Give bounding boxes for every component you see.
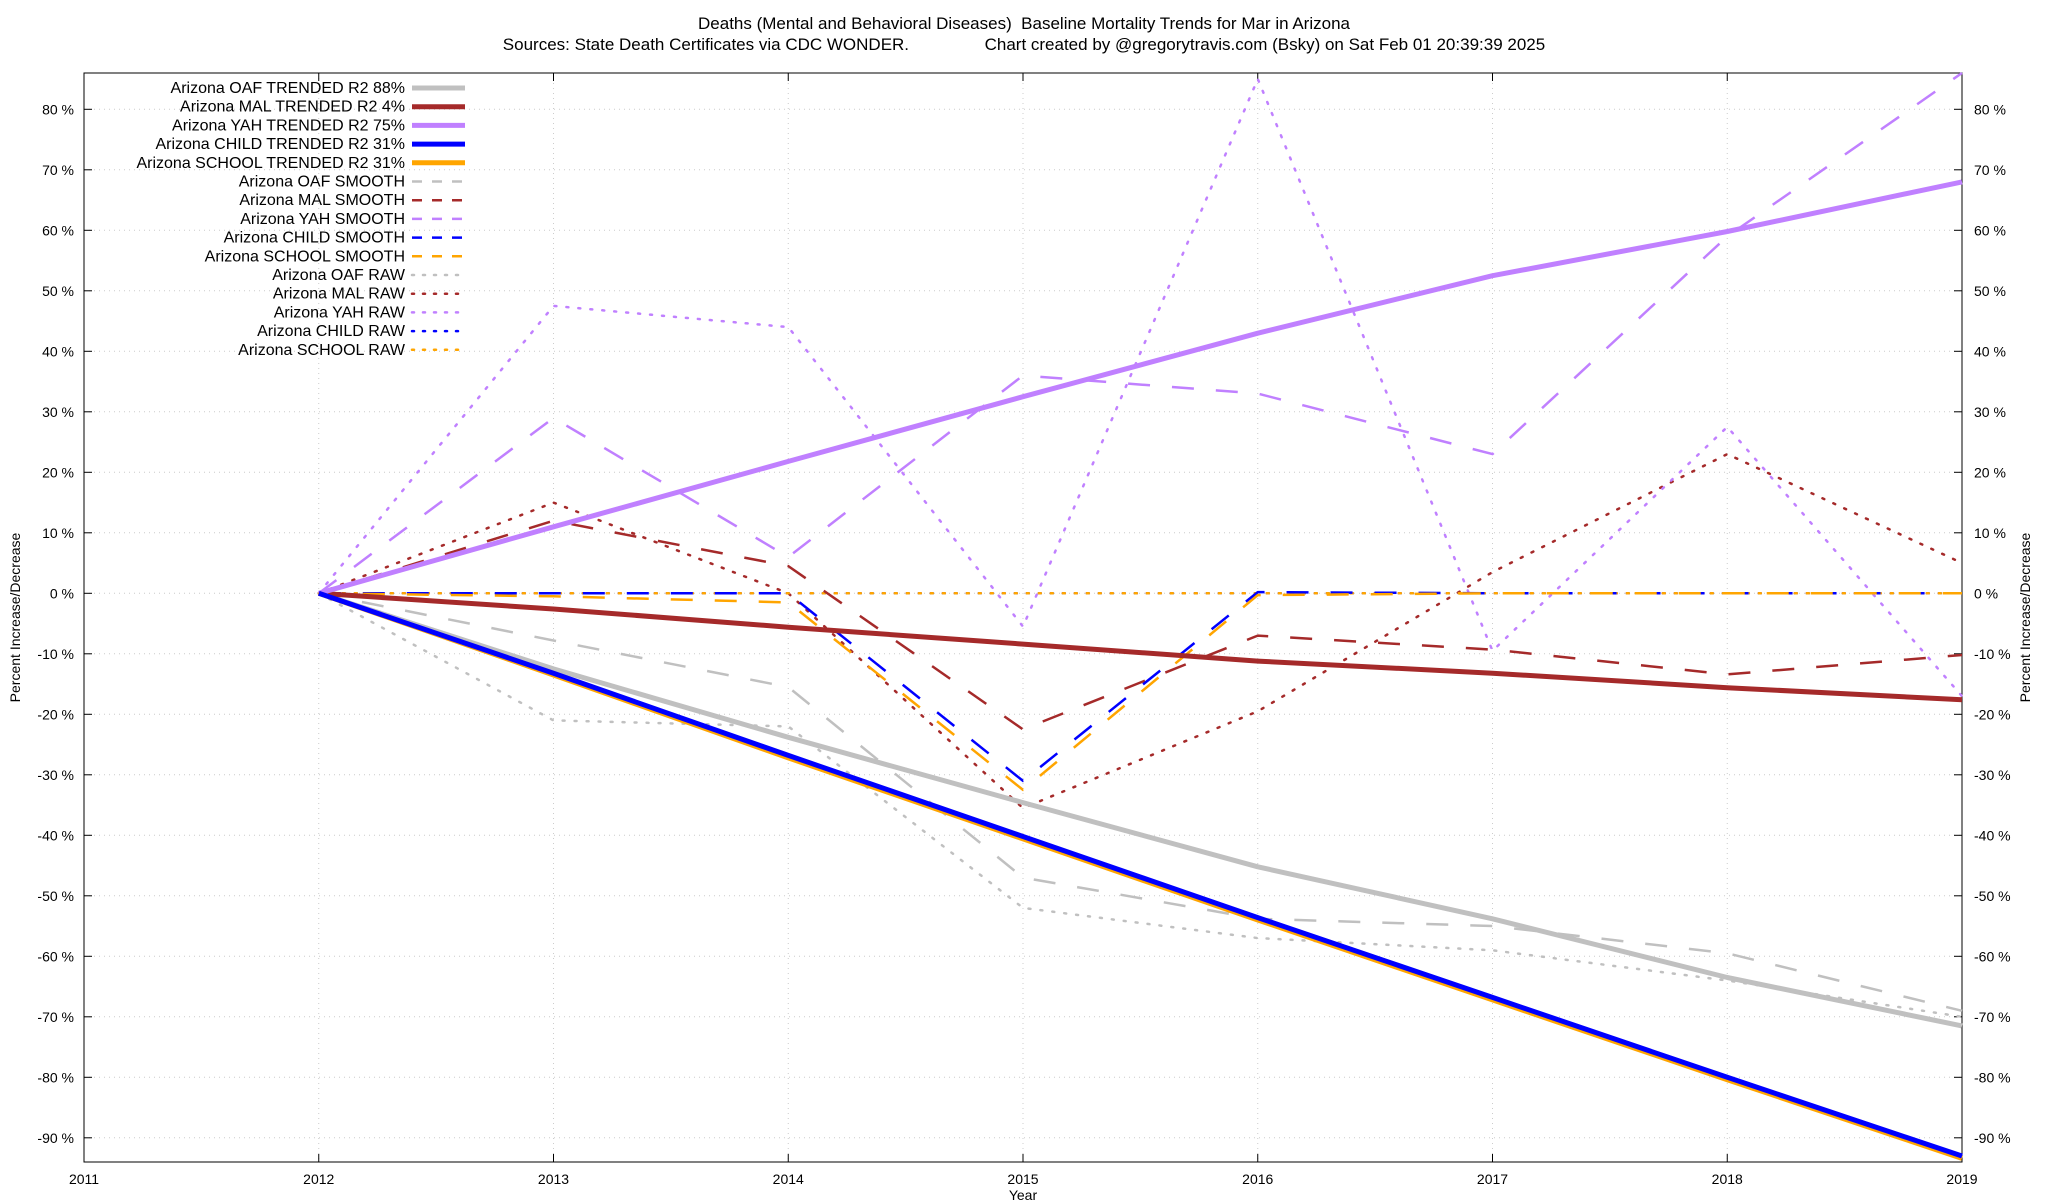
y2-tick-label: -30 % xyxy=(1974,767,2011,783)
y2-tick-label: 70 % xyxy=(1974,162,2006,178)
y2-tick-label: -70 % xyxy=(1974,1009,2011,1025)
grid xyxy=(83,73,1963,1162)
series-line-5 xyxy=(318,592,1963,1013)
x-tick-label: 2015 xyxy=(1007,1171,1038,1187)
x-axis-label: Year xyxy=(1009,1187,1038,1200)
y-tick-label: 50 % xyxy=(42,283,74,299)
legend-label: Arizona MAL SMOOTH xyxy=(239,192,405,209)
legend-label: Arizona SCHOOL RAW xyxy=(238,342,406,359)
x-tick-label: 2016 xyxy=(1242,1171,1273,1187)
legend-label: Arizona MAL TRENDED R2 4% xyxy=(180,99,405,116)
y2-tick-label: -90 % xyxy=(1974,1130,2011,1146)
legend-label: Arizona YAH RAW xyxy=(274,304,406,321)
x-tick-label: 2018 xyxy=(1712,1171,1743,1187)
x-tick-label: 2011 xyxy=(69,1171,99,1187)
y-tick-label: -10 % xyxy=(37,646,74,662)
chart-title: Deaths (Mental and Behavioral Diseases) … xyxy=(698,14,1350,33)
y2-tick-label: -50 % xyxy=(1974,888,2011,904)
legend-label: Arizona CHILD SMOOTH xyxy=(224,230,405,247)
y2-tick-label: -10 % xyxy=(1974,646,2011,662)
y2-tick-label: 60 % xyxy=(1974,222,2006,238)
axis-ticks: -90 % -90 % -80 % -80 % -70 % -70 % -60 % -60 %… xyxy=(37,73,2011,1187)
series-line-9 xyxy=(318,592,1962,792)
x-tick-label: 2019 xyxy=(1946,1171,1977,1187)
y-tick-label: 70 % xyxy=(42,162,74,178)
x-tick-label: 2012 xyxy=(303,1171,334,1187)
series-line-1 xyxy=(318,590,1963,703)
y-tick-label: 80 % xyxy=(42,101,74,117)
y-tick-label: -20 % xyxy=(37,706,74,722)
series-line-2 xyxy=(318,179,1963,596)
legend-label: Arizona CHILD TRENDED R2 31% xyxy=(155,136,405,153)
series-line-7 xyxy=(318,71,1963,595)
y2-tick-label: 80 % xyxy=(1974,101,2006,117)
legend-label: Arizona SCHOOL SMOOTH xyxy=(205,248,405,265)
y-tick-label: -40 % xyxy=(37,827,74,843)
y-tick-label: 0 % xyxy=(50,585,74,601)
y2-tick-label: 40 % xyxy=(1974,343,2006,359)
y-tick-label: 20 % xyxy=(42,464,74,480)
y2-tick-label: 20 % xyxy=(1974,464,2006,480)
series-lines xyxy=(317,71,1964,1161)
y2-tick-label: 0 % xyxy=(1974,585,1998,601)
series-line-12 xyxy=(317,77,1964,698)
legend-label: Arizona YAH SMOOTH xyxy=(240,211,405,228)
x-tick-label: 2014 xyxy=(773,1171,804,1187)
legend-label: Arizona CHILD RAW xyxy=(257,323,406,340)
series-line-10 xyxy=(317,592,1964,1019)
y2-tick-label: 10 % xyxy=(1974,525,2006,541)
y-tick-label: -70 % xyxy=(37,1009,74,1025)
y2-tick-label: 50 % xyxy=(1974,283,2006,299)
series-line-3 xyxy=(317,590,1963,1159)
x-tick-label: 2017 xyxy=(1477,1171,1508,1187)
legend-label: Arizona OAF RAW xyxy=(272,267,406,284)
series-line-0 xyxy=(318,590,1963,1029)
y-tick-label: -30 % xyxy=(37,767,74,783)
y-tick-label: -90 % xyxy=(37,1130,74,1146)
y-tick-label: 60 % xyxy=(42,222,74,238)
x-tick-label: 2013 xyxy=(538,1171,569,1187)
y-tick-label: 40 % xyxy=(42,343,74,359)
y-tick-label: -80 % xyxy=(37,1069,74,1085)
y-axis-label: Percent Increase/Decrease xyxy=(7,532,23,702)
y-tick-label: -60 % xyxy=(37,948,74,964)
y-tick-label: -50 % xyxy=(37,888,74,904)
legend-label: Arizona MAL RAW xyxy=(273,286,406,303)
chart-subtitle: Sources: State Death Certificates via CD… xyxy=(502,35,1546,54)
y-tick-label: 10 % xyxy=(42,525,74,541)
legend-label: Arizona OAF SMOOTH xyxy=(239,174,405,191)
legend-label: Arizona OAF TRENDED R2 88% xyxy=(171,80,405,97)
series-line-11 xyxy=(317,452,1964,810)
y2-axis-label: Percent Increase/Decrease xyxy=(2017,532,2033,702)
y2-tick-label: -20 % xyxy=(1974,706,2011,722)
y2-tick-label: -60 % xyxy=(1974,948,2011,964)
legend-label: Arizona SCHOOL TRENDED R2 31% xyxy=(136,155,405,172)
y2-tick-label: 30 % xyxy=(1974,404,2006,420)
y2-tick-label: -80 % xyxy=(1974,1069,2011,1085)
y-tick-label: 30 % xyxy=(42,404,74,420)
legend-label: Arizona YAH TRENDED R2 75% xyxy=(172,117,405,134)
series-line-6 xyxy=(318,519,1963,731)
legend: Arizona OAF TRENDED R2 88% Arizona MAL TR… xyxy=(136,80,467,359)
y2-tick-label: -40 % xyxy=(1974,827,2011,843)
